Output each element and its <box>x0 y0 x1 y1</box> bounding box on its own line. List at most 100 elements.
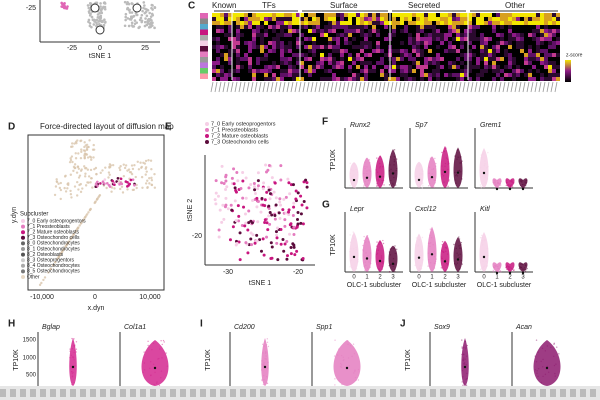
heatmap-cell <box>468 25 472 29</box>
cell-dot <box>160 340 162 342</box>
heatmap-cell <box>464 45 468 49</box>
heatmap-cell <box>376 33 380 37</box>
heatmap-cell <box>408 33 412 37</box>
heatmap-cell <box>380 29 384 33</box>
cell-dot <box>352 248 355 250</box>
heatmap-cell <box>312 61 316 65</box>
cell-dot <box>355 379 357 381</box>
heatmap-cell <box>428 49 432 53</box>
heatmap-cell <box>232 69 236 73</box>
heatmap-cell <box>224 65 228 69</box>
cell-dot <box>66 5 69 8</box>
heatmap-cell <box>384 29 388 33</box>
cell-dot <box>459 156 462 159</box>
gene-label-stub <box>334 81 338 93</box>
heatmap-cell <box>516 49 520 53</box>
heatmap-cell <box>260 77 264 81</box>
heatmap-cell <box>264 65 268 69</box>
cell-dot <box>480 186 483 189</box>
cell-dot <box>83 167 87 170</box>
heatmap-cell <box>460 29 464 33</box>
heatmap-cell <box>492 25 496 29</box>
heatmap-cell <box>212 33 216 37</box>
heatmap-cell <box>332 69 336 73</box>
heatmap-cell <box>460 41 464 45</box>
cell-dot <box>149 159 153 162</box>
cell-dot <box>69 158 73 162</box>
heatmap-cell <box>248 53 252 57</box>
heatmap-cell <box>444 65 448 69</box>
cell-dot <box>291 214 295 218</box>
cell-dot <box>388 251 391 253</box>
cell-dot <box>122 174 126 178</box>
heatmap-cell <box>228 53 232 57</box>
heatmap-cell <box>256 21 260 25</box>
cell-dot <box>428 172 430 175</box>
heatmap-cell <box>256 53 260 57</box>
heatmap-cell <box>268 29 272 33</box>
heatmap-cell <box>320 77 324 81</box>
heatmap-cell <box>296 33 300 37</box>
heatmap-cell <box>232 77 236 81</box>
cell-dot <box>244 176 248 180</box>
heatmap-cell <box>256 57 260 61</box>
gene-label-stub <box>242 81 246 93</box>
heatmap-cell <box>344 73 348 77</box>
heatmap-cell <box>240 45 244 49</box>
heatmap-cell <box>352 53 356 57</box>
cell-dot <box>276 258 280 262</box>
heatmap-cell <box>276 41 280 45</box>
cell-dot <box>420 268 422 271</box>
heatmap-cell <box>556 45 560 49</box>
heatmap-cell <box>240 69 244 73</box>
heatmap-cell <box>552 77 556 81</box>
heatmap-cell <box>336 57 340 61</box>
heatmap-cell <box>348 29 352 33</box>
cell-dot <box>236 204 240 208</box>
heatmap-cell <box>316 17 320 21</box>
heatmap-cell <box>232 53 236 57</box>
cell-dot <box>270 176 274 180</box>
heatmap-cell <box>536 37 540 41</box>
cell-dot <box>389 271 391 273</box>
heatmap-cell <box>356 69 360 73</box>
heatmap-cell <box>288 21 292 25</box>
heatmap-cell <box>368 37 372 41</box>
cell-dot <box>54 185 58 188</box>
heatmap-cell <box>548 45 552 49</box>
heatmap-cell <box>272 53 276 57</box>
cell-dot <box>507 265 509 268</box>
cell-dot <box>107 171 111 174</box>
heatmap-cell <box>508 73 512 77</box>
heatmap-cell <box>304 29 308 33</box>
cell-dot <box>382 242 385 245</box>
heatmap-cell <box>516 61 520 65</box>
heatmap-cell <box>512 57 516 61</box>
heatmap-cell <box>216 45 220 49</box>
cell-dot <box>76 139 79 142</box>
heatmap-cell <box>224 45 228 49</box>
heatmap-cell <box>512 45 516 49</box>
heatmap-cell <box>512 53 516 57</box>
heatmap-cell <box>428 61 432 65</box>
cell-dot <box>76 165 80 168</box>
heatmap-cell <box>408 13 412 17</box>
heatmap-cell <box>496 57 500 61</box>
y-tick-label: 500 <box>26 373 37 379</box>
gene-label-stub <box>390 81 394 93</box>
heatmap-cell <box>364 25 368 29</box>
cell-dot <box>369 162 371 164</box>
heatmap-cell <box>412 37 416 41</box>
heatmap-cell <box>316 41 320 45</box>
cell-dot <box>498 183 501 185</box>
cell-dot <box>246 251 250 255</box>
heatmap-cell <box>492 45 496 49</box>
cell-dot <box>351 355 353 358</box>
cell-dot <box>118 183 121 186</box>
cell-dot <box>445 250 447 253</box>
heatmap-cell <box>352 37 356 41</box>
cell-dot <box>459 253 461 255</box>
heatmap-cell <box>332 17 336 21</box>
heatmap-cell <box>280 77 284 81</box>
cell-dot <box>444 258 447 261</box>
